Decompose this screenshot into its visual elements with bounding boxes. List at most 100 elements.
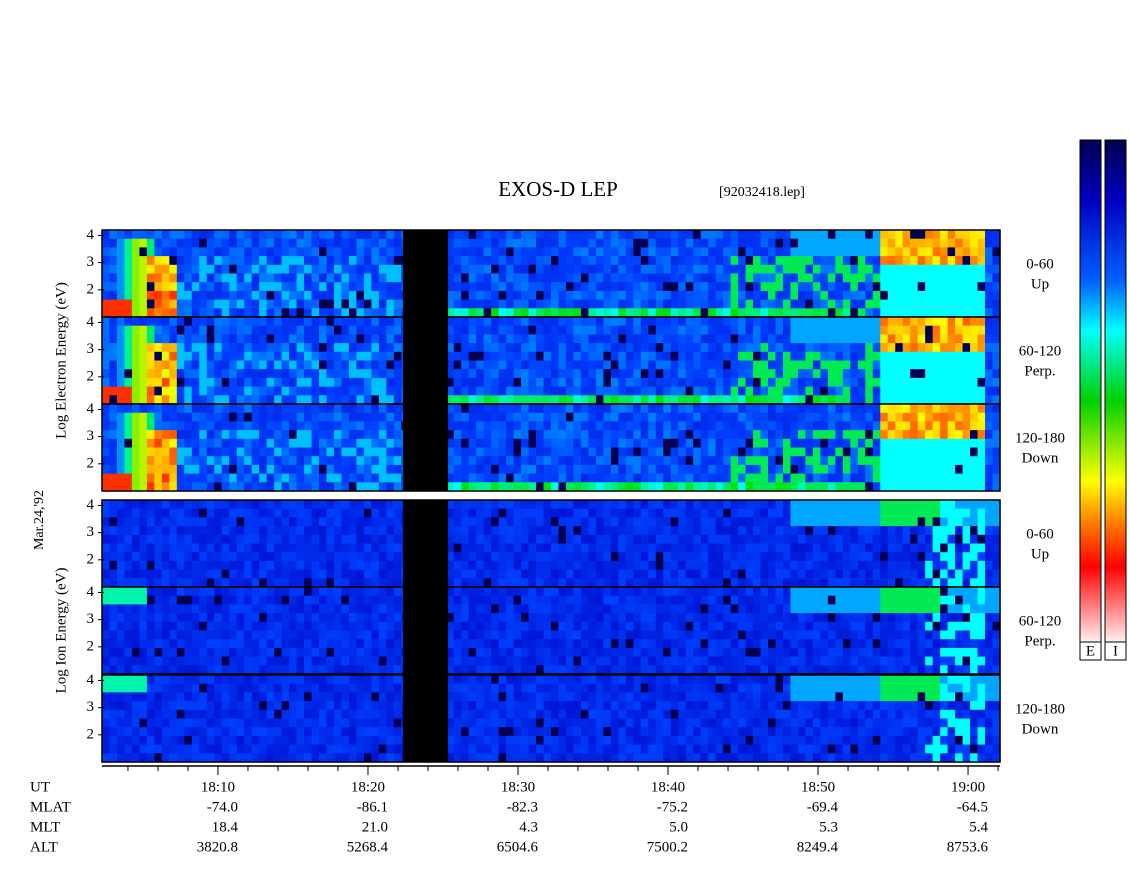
spectrogram-cell (281, 273, 290, 283)
spectrogram-cell (925, 273, 934, 283)
spectrogram-cell (296, 569, 305, 579)
spectrogram-cell (573, 360, 582, 370)
spectrogram-cell (753, 430, 762, 440)
spectrogram-cell (872, 508, 881, 518)
spectrogram-cell (348, 526, 358, 536)
spectrogram-cell (678, 230, 687, 240)
spectrogram-cell (266, 308, 275, 318)
spectrogram-cell (513, 534, 522, 545)
spectrogram-cell (468, 290, 477, 301)
spectrogram-cell (341, 343, 350, 353)
spectrogram-cell (102, 290, 111, 301)
spectrogram-cell (812, 543, 821, 553)
spectrogram-cell (805, 473, 814, 483)
spectrogram-cell (640, 447, 649, 457)
spectrogram-cell (124, 395, 133, 405)
spectrogram-cell (319, 456, 328, 466)
spectrogram-cell (610, 578, 619, 588)
spectrogram-cell (842, 456, 851, 466)
spectrogram-cell (887, 351, 896, 362)
spectrogram-cell (229, 456, 238, 466)
spectrogram-cell (154, 247, 163, 257)
spectrogram-cell (947, 273, 956, 283)
spectrogram-cell (453, 377, 462, 388)
spectrogram-cell (116, 604, 126, 614)
spectrogram-cell (625, 569, 634, 579)
spectrogram-cell (850, 456, 859, 466)
spectrogram-cell (498, 534, 507, 545)
spectrogram-cell (663, 360, 672, 370)
spectrogram-cell (663, 334, 672, 344)
spectrogram-cell (790, 412, 799, 422)
spectrogram-cell (124, 578, 133, 588)
spectrogram-cell (895, 552, 904, 562)
spectrogram-cell (565, 447, 575, 457)
spectrogram-cell (678, 552, 687, 562)
spectrogram-cell (947, 369, 956, 379)
spectrogram-cell (730, 264, 739, 275)
spectrogram-cell (498, 517, 507, 527)
spectrogram-cell (311, 456, 320, 466)
spectrogram-cell (693, 517, 702, 527)
spectrogram-cell (551, 456, 560, 466)
spectrogram-cell (214, 464, 223, 475)
spectrogram-cell (678, 438, 687, 449)
spectrogram-cell (251, 247, 260, 257)
spectrogram-cell (543, 386, 552, 396)
spectrogram-cell (663, 308, 672, 318)
spectrogram-cell (573, 395, 582, 405)
spectrogram-cell (356, 386, 365, 396)
spectrogram-cell (341, 569, 350, 579)
spectrogram-cell (565, 517, 575, 527)
spectrogram-cell (116, 639, 126, 649)
spectrogram-cell (378, 264, 387, 275)
spectrogram-cell (289, 534, 298, 545)
spectrogram-cell (790, 317, 799, 327)
spectrogram-cell (850, 282, 859, 292)
spectrogram-cell (782, 430, 792, 440)
spectrogram-cell (154, 613, 163, 623)
spectrogram-cell (191, 595, 200, 605)
spectrogram-cell (102, 552, 111, 562)
spectrogram-cell (648, 534, 657, 545)
spectrogram-cell (371, 334, 380, 344)
spectrogram-cell (880, 360, 889, 370)
spectrogram-cell (962, 569, 971, 579)
spectrogram-cell (932, 473, 941, 483)
spectrogram-cell (491, 456, 500, 466)
spectrogram-cell (745, 230, 754, 240)
spectrogram-cell (109, 621, 118, 632)
spectrogram-cell (154, 647, 163, 658)
spectrogram-cell (940, 273, 949, 283)
spectrogram-cell (266, 299, 275, 309)
spectrogram-cell (640, 526, 649, 536)
spectrogram-cell (588, 447, 597, 457)
spectrogram-cell (124, 360, 133, 370)
spectrogram-cell (925, 534, 934, 545)
spectrogram-cell (610, 508, 619, 518)
spectrogram-cell (191, 256, 200, 266)
spectrogram-cell (708, 290, 717, 301)
spectrogram-cell (319, 377, 328, 388)
spectrogram-cell (685, 421, 694, 431)
spectrogram-cell (251, 447, 260, 457)
spectrogram-cell (633, 456, 642, 466)
spectrogram-cell (102, 308, 111, 318)
spectrogram-cell (446, 464, 455, 475)
spectrogram-cell (102, 500, 111, 510)
spectrogram-cell (693, 299, 702, 309)
spectrogram-cell (341, 438, 350, 449)
spectrogram-cell (618, 377, 627, 388)
spectrogram-cell (827, 421, 836, 431)
spectrogram-cell (970, 421, 979, 431)
spectrogram-cell (221, 369, 230, 379)
spectrogram-cell (985, 351, 994, 362)
spectrogram-cell (610, 552, 619, 562)
spectrogram-cell (738, 377, 747, 388)
spectrogram-cell (955, 552, 964, 562)
spectrogram-cell (820, 543, 829, 553)
spectrogram-cell (146, 282, 155, 292)
spectrogram-cell (184, 508, 193, 518)
spectrogram-cell (289, 447, 298, 457)
spectrogram-cell (528, 256, 537, 266)
